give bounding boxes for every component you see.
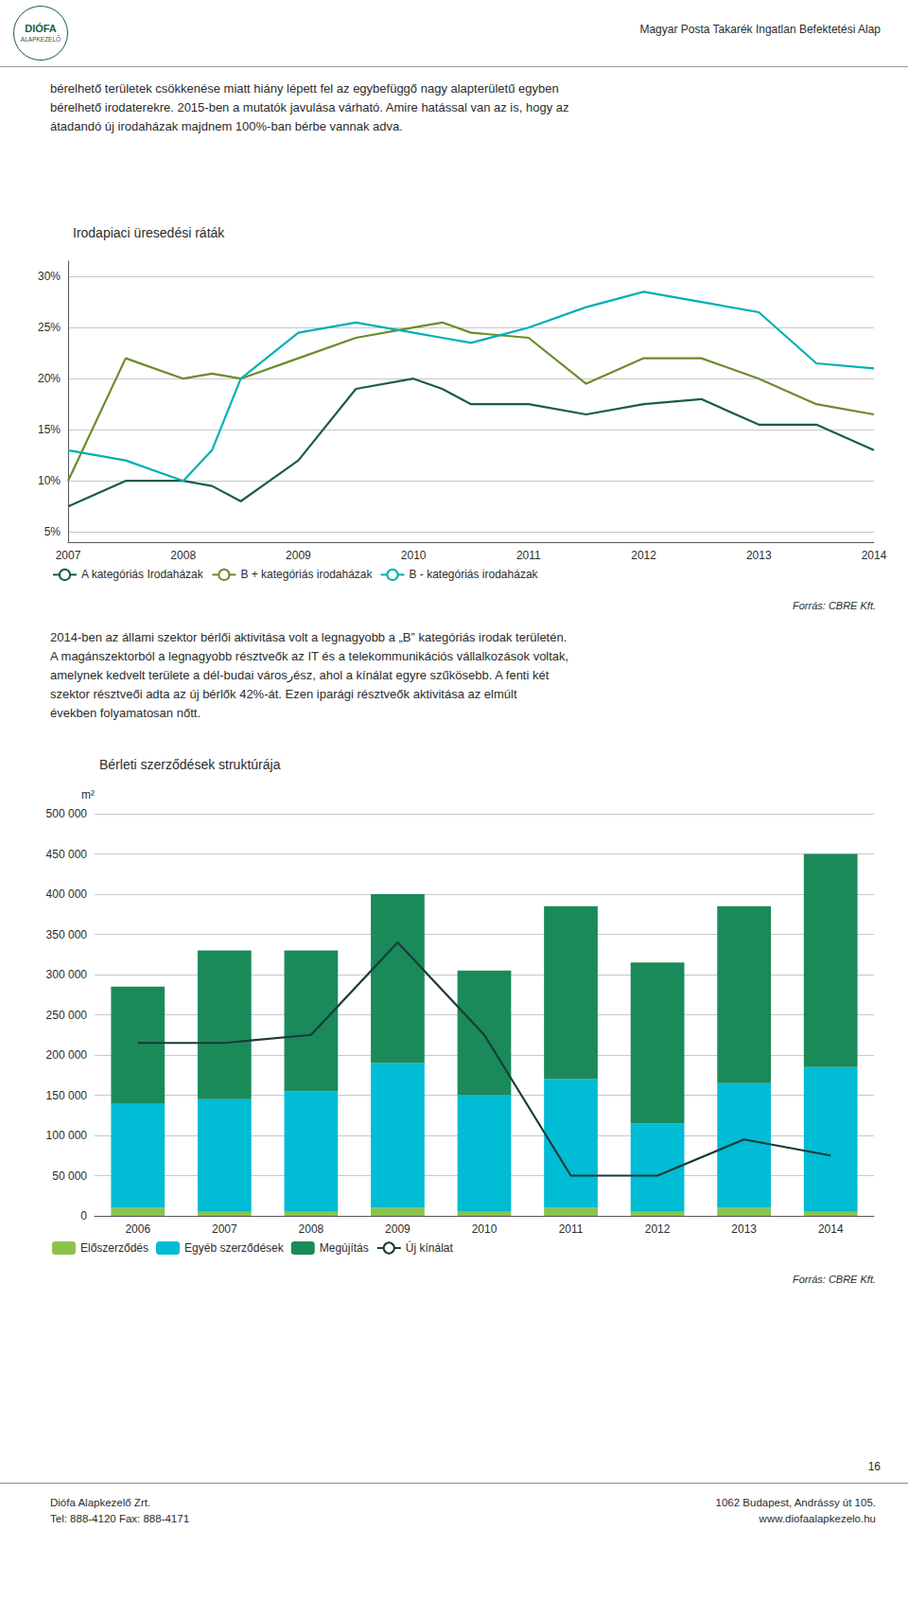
html-text:átadandó új irodaházak majdnem: átadandó új irodaházak majdnem 100%-ban … [50,119,403,134]
svg-text:2014: 2014 [861,548,888,562]
html-text:években folyamatosan nőtt.: években folyamatosan nőtt. [50,705,201,720]
svg-text:2013: 2013 [746,548,772,562]
svg-text:2006: 2006 [124,1222,151,1236]
html-text:www.diofaalapkezelo.hu: www.diofaalapkezelo.hu [759,1512,876,1524]
svg-text:2012: 2012 [630,548,657,562]
html-text:16: 16 [867,1459,881,1473]
svg-text:2013: 2013 [731,1222,757,1236]
html-text:bérelhető irodaterekre. 2015-b: bérelhető irodaterekre. 2015-ben a mutat… [50,100,569,115]
html-text:szektor résztveői adta az új b: szektor résztveői adta az új bérlők 42%-… [50,686,517,701]
svg-text:2012: 2012 [645,1222,671,1236]
svg-text:200 000: 200 000 [46,1047,88,1062]
svg-text:2007: 2007 [55,548,82,562]
svg-text:2011: 2011 [516,548,542,562]
svg-text:Irodapiaci üresedési ráták: Irodapiaci üresedési ráták [72,225,226,241]
svg-text:30%: 30% [37,269,61,283]
svg-text:Forrás: CBRE Kft.: Forrás: CBRE Kft. [792,1273,876,1285]
svg-text:400 000: 400 000 [46,887,88,901]
html-text:Magyar Posta Takarék Ingatlan: Magyar Posta Takarék Ingatlan Befektetés… [639,22,881,36]
svg-text:2009: 2009 [285,548,312,562]
html-text:A magánszektorból a legnagyobb: A magánszektorból a legnagyobb résztveők… [50,648,569,664]
svg-text:2010: 2010 [401,548,427,562]
svg-text:50 000: 50 000 [52,1169,88,1183]
svg-text:A kategóriás Irodaházak: A kategóriás Irodaházak [81,567,205,581]
svg-text:0: 0 [80,1208,88,1223]
svg-text:15%: 15% [37,422,61,437]
svg-text:100 000: 100 000 [46,1128,88,1142]
html-text:DIÓFA: DIÓFA [24,22,57,35]
svg-text:350 000: 350 000 [46,927,88,942]
svg-text:B + kategóriás irodaházak: B + kategóriás irodaházak [240,567,373,581]
svg-text:2011: 2011 [558,1222,584,1236]
html-text:Tel: 888-4120 Fax: 888-4171: Tel: 888-4120 Fax: 888-4171 [50,1512,190,1524]
svg-text:Forrás: CBRE Kft.: Forrás: CBRE Kft. [792,599,876,612]
svg-text:2007: 2007 [211,1222,238,1236]
svg-text:250 000: 250 000 [46,1008,88,1022]
svg-text:20%: 20% [37,371,61,385]
svg-text:Egyéb szerződések: Egyéb szerződések [184,1240,285,1255]
svg-text:2009: 2009 [384,1222,411,1236]
svg-text:Előszerződés: Előszerződés [80,1240,149,1255]
svg-text:450 000: 450 000 [46,847,88,861]
html-text:ALAPKEZELŐ: ALAPKEZELŐ [20,35,61,43]
svg-text:25%: 25% [37,320,61,334]
html-text:amelynek kedvelt területe a dé: amelynek kedvelt területe a dél-budai vá… [50,667,549,682]
html-text:1062 Budapest, Andrássy út 105: 1062 Budapest, Andrássy út 105. [715,1496,876,1508]
svg-text:2010: 2010 [471,1222,498,1236]
html-text:2014-ben az állami szektor bér: 2014-ben az állami szektor bérlői aktivi… [50,629,567,645]
html-text:Diófa Alapkezelő Zrt.: Diófa Alapkezelő Zrt. [50,1496,151,1508]
svg-text:m²: m² [81,787,95,802]
svg-text:2014: 2014 [818,1222,844,1236]
svg-text:Új kínálat: Új kínálat [405,1239,454,1255]
svg-text:2008: 2008 [170,548,196,562]
svg-text:B - kategóriás irodaházak: B - kategóriás irodaházak [408,567,539,581]
svg-text:Megújítás: Megújítás [319,1240,369,1255]
html-text:bérelhető területek csökkenése: bérelhető területek csökkenése miatt hiá… [50,81,559,96]
svg-text:Bérleti szerződések struktúráj: Bérleti szerződések struktúrája [99,756,281,772]
svg-text:300 000: 300 000 [46,967,88,981]
svg-text:2008: 2008 [298,1222,325,1236]
svg-text:10%: 10% [37,473,61,488]
svg-text:500 000: 500 000 [46,806,88,821]
svg-text:150 000: 150 000 [46,1088,88,1102]
svg-text:5%: 5% [44,524,62,539]
